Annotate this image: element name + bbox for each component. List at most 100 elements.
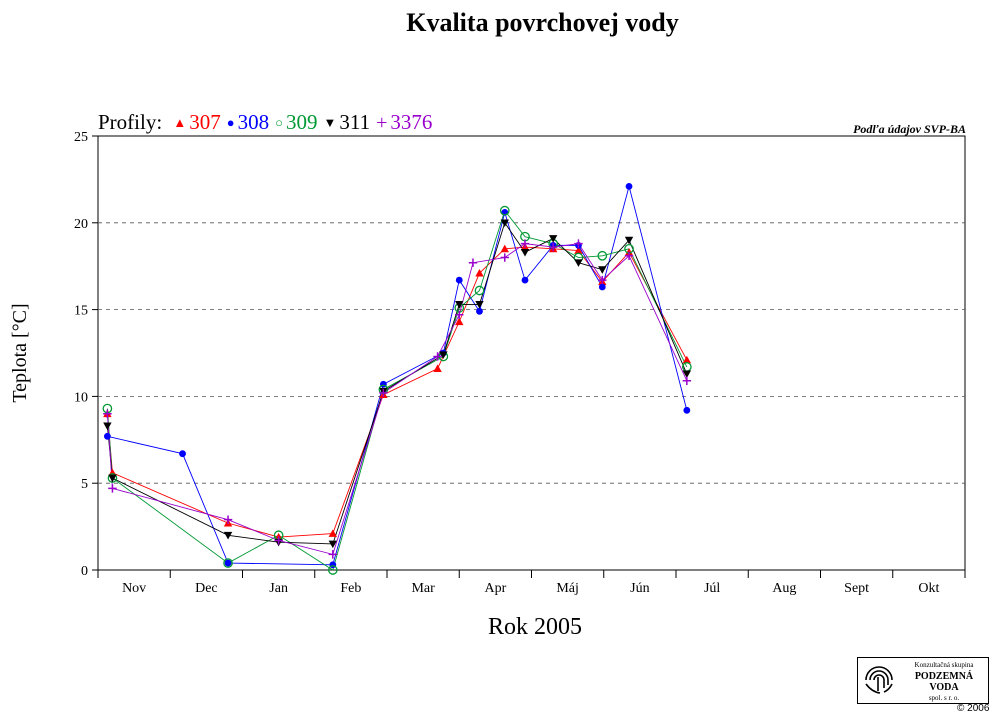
data-point <box>468 258 478 267</box>
logo-line-1: Konzultačná skupina <box>914 661 974 669</box>
data-point <box>574 259 583 267</box>
series-line-311 <box>106 221 688 545</box>
series-line-307 <box>106 246 688 538</box>
x-tick-label: Feb <box>340 581 361 596</box>
data-point <box>682 370 692 379</box>
data-point <box>474 285 485 296</box>
copyright: © 2006 <box>957 703 990 714</box>
data-point <box>328 550 338 559</box>
data-point <box>455 317 464 326</box>
data-point <box>108 474 117 483</box>
data-point <box>475 268 484 277</box>
data-point <box>179 450 186 458</box>
data-point <box>103 409 112 418</box>
y-tick-label: 25 <box>74 130 88 145</box>
data-point <box>624 251 634 260</box>
x-tick-label: Nov <box>122 581 146 596</box>
fingerprint-icon <box>865 666 893 694</box>
data-point <box>500 219 509 227</box>
data-point <box>328 540 338 549</box>
data-point <box>598 283 606 291</box>
legend-marker-icon: + <box>376 112 388 134</box>
x-tick-label: Dec <box>195 581 218 596</box>
series-line-309 <box>106 209 688 571</box>
legend: Profily: ▲ 307 ● 308 ○ 309 ▼ 311 +3376 <box>98 110 432 135</box>
data-point <box>625 182 633 190</box>
data-point <box>598 266 607 274</box>
data-point <box>439 351 448 359</box>
data-point <box>103 422 112 431</box>
y-tick-label: 0 <box>81 564 88 579</box>
data-point <box>455 310 464 320</box>
y-tick-label: 20 <box>74 217 88 232</box>
data-point <box>455 301 464 309</box>
data-point <box>683 406 691 414</box>
legend-label: 311 <box>339 110 371 134</box>
data-point <box>224 559 232 567</box>
x-tick-label: Apr <box>484 581 506 596</box>
x-tick-label: Jún <box>630 581 649 596</box>
x-tick-label: Máj <box>556 581 579 596</box>
plot-frame <box>97 135 966 571</box>
legend-marker-icon: ○ <box>275 115 284 130</box>
data-point <box>548 242 558 252</box>
x-tick-label: Júl <box>704 581 720 596</box>
data-point <box>433 364 442 372</box>
legend-prefix: Profily: <box>98 110 163 134</box>
data-point <box>328 529 338 537</box>
data-point <box>682 376 692 385</box>
x-tick-label: Aug <box>772 581 796 596</box>
company-logo: Konzultačná skupina PODZEMNÁ VODA spol. … <box>857 657 989 704</box>
data-point <box>520 239 530 248</box>
data-point <box>379 388 388 398</box>
legend-item-311: ▼ 311 <box>324 110 371 134</box>
logo-line-2: PODZEMNÁ VODA <box>914 671 974 693</box>
x-axis-title: Rok 2005 <box>487 614 582 640</box>
data-point <box>223 531 233 540</box>
data-point <box>475 301 484 309</box>
chart-title: Kvalita povrchovej vody <box>406 8 679 37</box>
data-point <box>598 275 607 285</box>
series-line-3376 <box>106 243 688 555</box>
data-point <box>223 558 233 568</box>
data-point <box>500 244 509 253</box>
data-point <box>500 253 509 262</box>
data-point <box>327 565 338 575</box>
legend-label: 308 <box>237 110 270 134</box>
legend-label: 307 <box>189 110 221 134</box>
data-point <box>223 515 233 524</box>
legend-marker-icon: ▼ <box>323 115 337 130</box>
x-tick-label: Okt <box>918 581 939 596</box>
data-point <box>476 307 483 315</box>
y-tick-label: 15 <box>74 304 88 319</box>
data-point <box>624 236 634 245</box>
x-tick-label: Mar <box>411 581 435 596</box>
data-point <box>520 248 530 257</box>
legend-marker-icon: ▲ <box>173 115 187 130</box>
x-tick-label: Sept <box>844 581 869 596</box>
y-tick-label: 10 <box>74 390 88 405</box>
legend-item-308: ● 308 <box>227 110 269 134</box>
data-point <box>108 484 117 493</box>
y-axis-title: Teplota [°C] <box>9 303 31 402</box>
y-tick-label: 5 <box>81 477 88 492</box>
legend-item-3376: +3376 <box>376 110 432 134</box>
source-note: Podľa údajov SVP-BA <box>853 122 966 136</box>
logo-line-3: spol. s r. o. <box>928 694 960 702</box>
legend-marker-icon: ● <box>226 115 235 130</box>
data-point <box>274 536 283 545</box>
data-point <box>682 355 692 364</box>
data-point <box>574 246 583 254</box>
legend-item-307: ▲ 307 <box>173 110 220 134</box>
legend-label: 3376 <box>390 110 433 134</box>
data-point <box>597 250 608 261</box>
data-point <box>499 205 510 216</box>
data-point <box>455 276 463 284</box>
data-point <box>103 432 111 440</box>
legend-item-309: ○ 309 <box>275 110 317 134</box>
data-point <box>521 276 529 284</box>
legend-label: 309 <box>286 110 318 134</box>
data-point <box>548 235 558 243</box>
x-tick-label: Jan <box>269 581 288 596</box>
